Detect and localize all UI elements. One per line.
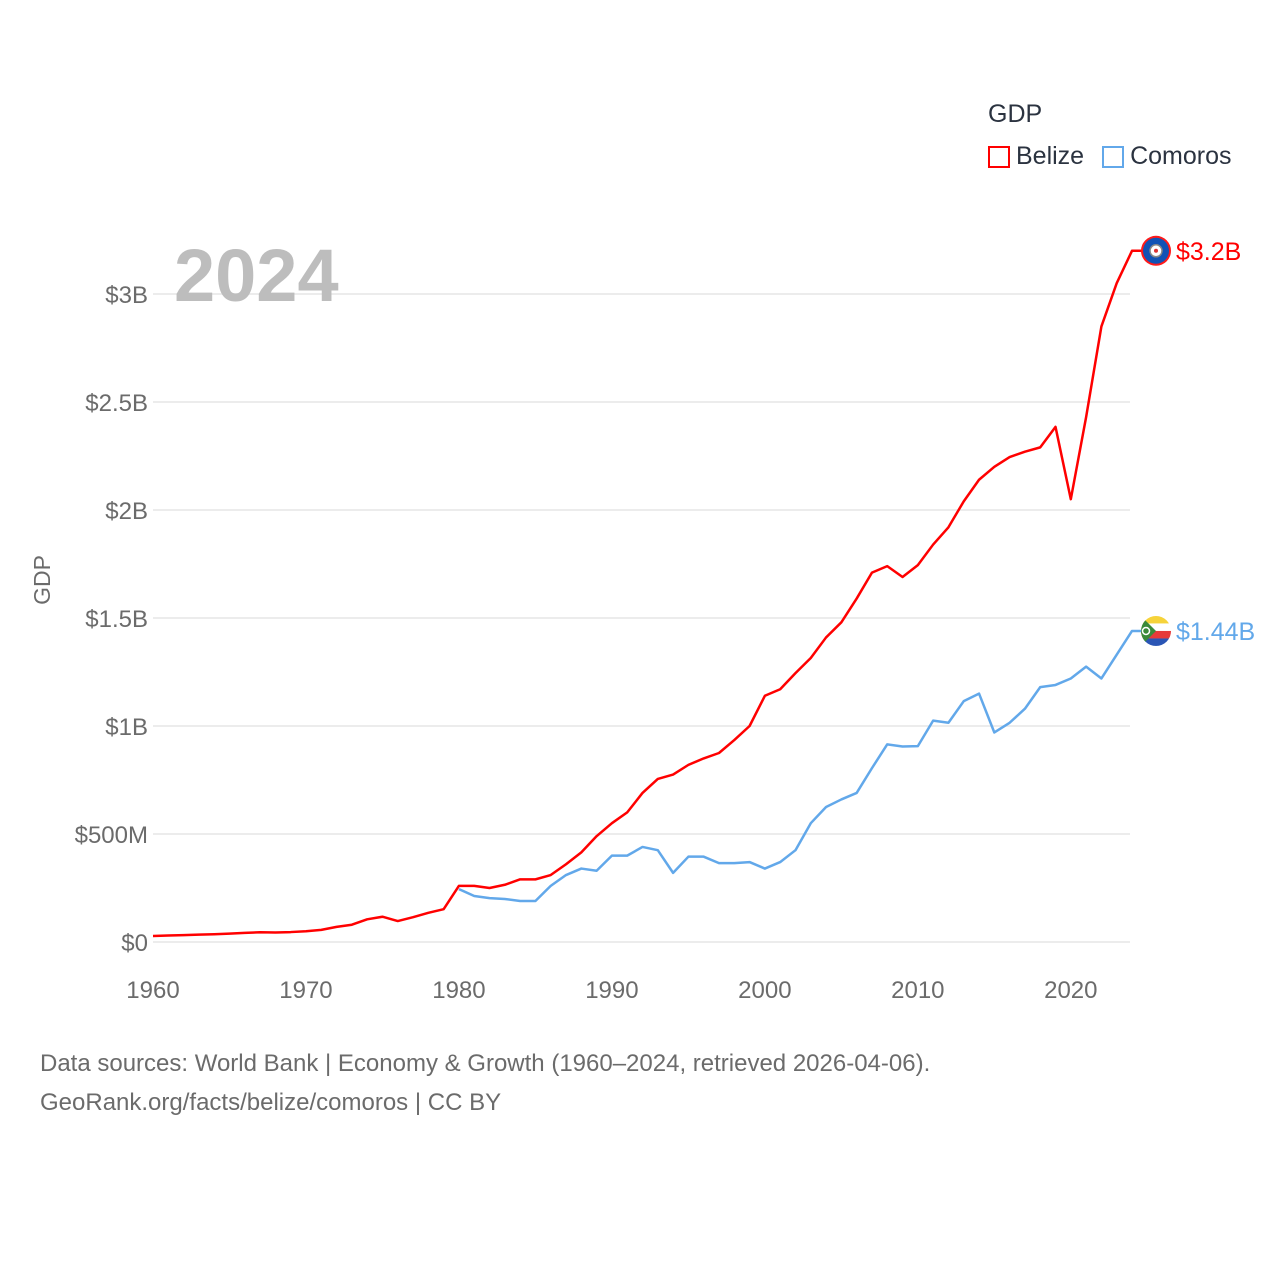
flag-stripe xyxy=(1141,623,1171,631)
x-tick-label: 1990 xyxy=(585,977,638,1004)
legend-swatch-belize xyxy=(988,145,1010,168)
y-tick-label: $1.5B xyxy=(85,606,148,633)
year-overlay: 2024 xyxy=(174,234,339,317)
series-line-comoros xyxy=(458,629,1142,903)
series-line-belize xyxy=(152,249,1142,938)
flag-emblem-center xyxy=(1154,248,1158,253)
legend-item-comoros[interactable]: Comoros xyxy=(1102,142,1232,171)
x-tick-label: 2020 xyxy=(1044,977,1097,1004)
footer: Data sources: World Bank | Economy & Gro… xyxy=(40,1044,930,1122)
flag-comoros-icon xyxy=(1141,615,1171,646)
series-end-markers: $3.2B $1.44B xyxy=(1141,235,1255,646)
flag-belize-icon xyxy=(1141,235,1171,266)
flag-triangle xyxy=(1141,615,1156,646)
legend-item-belize[interactable]: Belize xyxy=(988,142,1084,171)
data-source-text: Data sources: World Bank | Economy & Gro… xyxy=(40,1050,931,1077)
x-tick-label: 2010 xyxy=(891,977,944,1004)
flag-crescent xyxy=(1141,626,1151,636)
legend-title: GDP xyxy=(988,100,1043,128)
end-label-comoros: $1.44B xyxy=(1176,618,1255,646)
x-tick-label: 2000 xyxy=(738,977,791,1004)
x-tick-label: 1960 xyxy=(126,977,179,1004)
legend-label-comoros: Comoros xyxy=(1130,142,1232,170)
y-axis-ticks: $0 $500M $1B $1.5B $2B $2.5B $3B xyxy=(75,282,148,957)
y-tick-label: $2.5B xyxy=(85,390,148,417)
y-tick-label: $500M xyxy=(75,822,148,849)
x-axis-ticks: 1960 1970 1980 1990 2000 2010 2020 xyxy=(126,977,1097,1004)
y-tick-label: $0 xyxy=(121,930,148,957)
x-tick-label: 1970 xyxy=(279,977,332,1004)
x-tick-label: 1980 xyxy=(432,977,485,1004)
y-tick-label: $2B xyxy=(105,498,148,525)
legend: Belize Comoros xyxy=(988,142,1232,171)
y-axis-label: GDP xyxy=(29,555,55,605)
attribution-link[interactable]: GeoRank.org/facts/belize/comoros | CC BY xyxy=(40,1089,502,1116)
flag-stripe xyxy=(1141,638,1171,646)
end-label-belize: $3.2B xyxy=(1176,238,1241,266)
flag-stripe xyxy=(1141,615,1171,624)
gridlines xyxy=(153,293,1130,943)
legend-swatch-comoros xyxy=(1102,145,1125,168)
flag-stripes xyxy=(1141,615,1171,646)
legend-label-belize: Belize xyxy=(1016,142,1085,170)
y-tick-label: $3B xyxy=(105,282,148,309)
series-lines xyxy=(152,249,1142,938)
y-tick-label: $1B xyxy=(105,714,148,741)
flag-stripe xyxy=(1141,630,1171,639)
